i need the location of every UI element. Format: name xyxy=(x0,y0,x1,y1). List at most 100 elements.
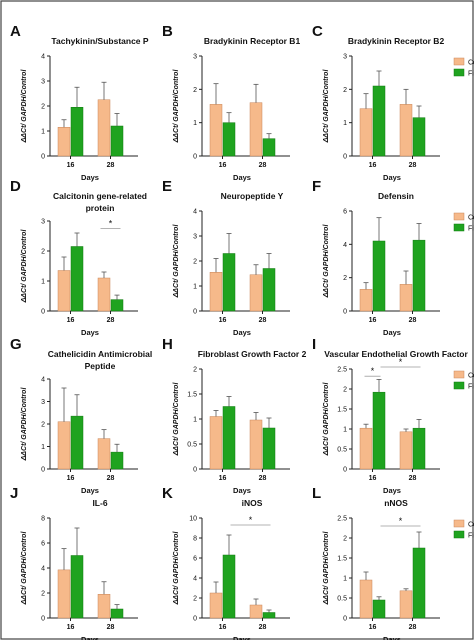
x-tick-label: 28 xyxy=(409,475,417,482)
y-axis-label: ΔΔCt/ GAPDH/Control xyxy=(323,224,330,299)
y-tick-label: 0.5 xyxy=(187,442,197,449)
legend-swatch-fish-skin xyxy=(453,530,465,539)
chart-title: nNOS xyxy=(384,498,408,508)
y-axis-label: ΔΔCt/ GAPDH/Control xyxy=(21,229,28,304)
x-tick-label: 16 xyxy=(67,162,75,169)
legend-swatch-fish-skin xyxy=(453,223,465,232)
bar-control-28 xyxy=(97,277,111,312)
chart-title: IL-6 xyxy=(92,498,107,508)
y-tick-label: 1.5 xyxy=(337,556,347,563)
x-axis-label: Days xyxy=(383,486,401,495)
y-tick-label: 1.5 xyxy=(337,407,347,414)
y-tick-label: 2 xyxy=(343,87,347,94)
x-tick-label: 16 xyxy=(219,475,227,482)
bar-control-16 xyxy=(57,421,71,470)
panel-e: E Neuropeptide Y ΔΔCt/ GAPDH/Control 0 1 2 3 4 1… xyxy=(162,178,290,337)
panel-j: J IL-6 ΔΔCt/ GAPDH/Control 0 2 4 6 8 16 28 Days xyxy=(10,485,138,640)
chart-title: Bradykinin Receptor B2 xyxy=(348,36,445,46)
legend-label: Fish Skin xyxy=(468,384,474,391)
bar-control-16 xyxy=(209,416,223,470)
y-tick-label: 6 xyxy=(193,556,197,563)
x-tick-label: 28 xyxy=(409,624,417,631)
bar-control-28 xyxy=(399,590,413,619)
panel-letter: L xyxy=(312,485,321,502)
y-tick-label: 1 xyxy=(193,284,197,291)
y-tick-label: 0 xyxy=(343,616,347,623)
y-tick-label: 0 xyxy=(343,154,347,161)
y-axis-label: ΔΔCt/ GAPDH/Control xyxy=(173,69,180,144)
y-tick-label: 1 xyxy=(343,576,347,583)
x-tick-label: 16 xyxy=(369,317,377,324)
y-tick-label: 2 xyxy=(193,87,197,94)
panel-h: H Fibroblast Growth Factor 2 ΔΔCt/ GAPDH/C… xyxy=(162,336,307,495)
bar-control-28 xyxy=(399,104,413,157)
y-tick-label: 0 xyxy=(343,467,347,474)
legend-label: Control xyxy=(468,60,474,67)
chart-title: Tachykinin/Substance P xyxy=(51,36,148,46)
legend-swatch-control xyxy=(453,519,465,528)
bar-fish-skin-16 xyxy=(372,85,386,157)
bar-fish-skin-28 xyxy=(110,125,124,157)
legend-swatch-fish-skin xyxy=(453,381,465,390)
y-tick-label: 1.5 xyxy=(187,392,197,399)
x-tick-label: 16 xyxy=(67,624,75,631)
x-axis-label: Days xyxy=(81,173,99,182)
legend-swatch-fish-skin xyxy=(453,68,465,77)
x-tick-label: 28 xyxy=(259,475,267,482)
bar-fish-skin-16 xyxy=(372,599,386,619)
y-tick-label: 4 xyxy=(193,209,197,216)
bar-control-28 xyxy=(97,594,111,619)
bar-control-28 xyxy=(399,431,413,470)
bar-control-28 xyxy=(249,274,263,312)
x-tick-label: 16 xyxy=(369,624,377,631)
y-tick-label: 0 xyxy=(193,616,197,623)
y-tick-label: 1 xyxy=(193,120,197,127)
y-tick-label: 8 xyxy=(193,536,197,543)
legend-label: Control xyxy=(468,373,474,380)
panel-letter: J xyxy=(10,485,18,502)
y-tick-label: 4 xyxy=(41,377,45,384)
bar-fish-skin-16 xyxy=(372,391,386,470)
panel-f: F Defensin ΔΔCt/ GAPDH/Control 0 2 4 6 16 28 Days… xyxy=(312,178,474,337)
panel-i: I Vascular Endothelial Growth Factor ΔΔCt/… xyxy=(312,336,474,495)
y-tick-label: 4 xyxy=(193,576,197,583)
x-tick-label: 28 xyxy=(107,317,115,324)
bar-control-16 xyxy=(209,592,223,619)
chart-title: Peptide xyxy=(85,361,116,371)
y-tick-label: 0 xyxy=(41,309,45,316)
legend-label: Control xyxy=(468,215,474,222)
bar-fish-skin-28 xyxy=(412,547,426,619)
x-tick-label: 28 xyxy=(107,624,115,631)
y-tick-label: 1 xyxy=(41,444,45,451)
x-axis-label: Days xyxy=(383,173,401,182)
y-tick-label: 8 xyxy=(41,516,45,523)
y-tick-label: 2 xyxy=(41,422,45,429)
legend-label: Control xyxy=(468,522,474,529)
y-tick-label: 0 xyxy=(41,154,45,161)
bar-fish-skin-16 xyxy=(70,107,84,157)
bar-fish-skin-28 xyxy=(262,427,276,470)
x-tick-label: 16 xyxy=(369,162,377,169)
bar-control-16 xyxy=(359,289,373,312)
chart-title: Bradykinin Receptor B1 xyxy=(204,36,301,46)
panel-letter: A xyxy=(10,23,21,40)
bar-control-16 xyxy=(57,569,71,619)
y-axis-label: ΔΔCt/ GAPDH/Control xyxy=(21,69,28,144)
y-tick-label: 3 xyxy=(193,54,197,61)
y-tick-label: 4 xyxy=(41,54,45,61)
x-tick-label: 16 xyxy=(67,475,75,482)
bar-fish-skin-16 xyxy=(372,240,386,312)
panel-d: D Calcitonin gene-related protein ΔΔCt/ GAP… xyxy=(10,178,147,337)
legend-label: Fish Skin xyxy=(468,71,474,78)
y-axis-label: ΔΔCt/ GAPDH/Control xyxy=(323,69,330,144)
y-tick-label: 10 xyxy=(189,516,197,523)
chart-title: Defensin xyxy=(378,191,414,201)
y-tick-label: 3 xyxy=(41,219,45,226)
y-tick-label: 1 xyxy=(343,120,347,127)
bar-fish-skin-28 xyxy=(412,427,426,470)
y-tick-label: 1 xyxy=(343,427,347,434)
y-tick-label: 1 xyxy=(41,279,45,286)
y-tick-label: 2 xyxy=(343,275,347,282)
y-tick-label: 0 xyxy=(193,467,197,474)
bar-control-16 xyxy=(57,270,71,312)
